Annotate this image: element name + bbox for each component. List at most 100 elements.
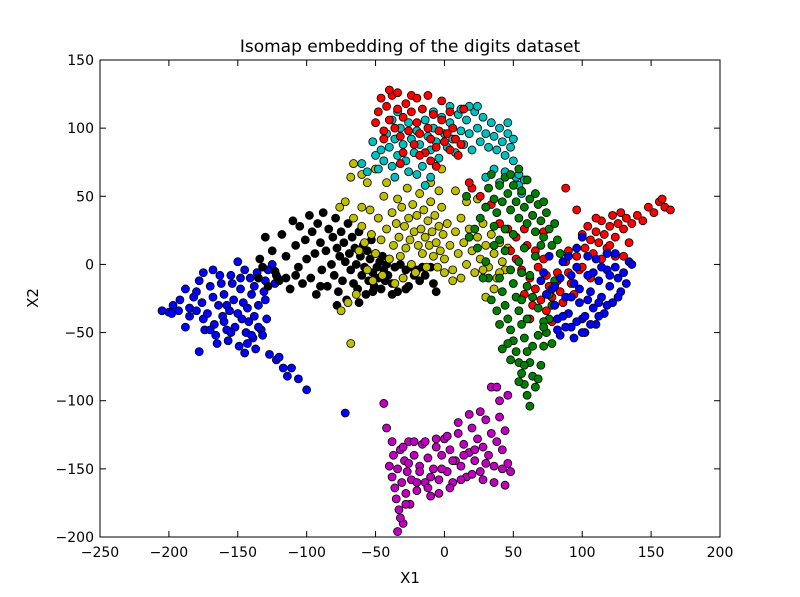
data-point-series-2 (404, 213, 414, 223)
data-point-series-5 (506, 205, 515, 215)
data-point-series-2 (433, 262, 442, 272)
data-point-series-1 (327, 260, 336, 269)
data-point-series-6 (500, 480, 510, 490)
data-point-series-6 (434, 475, 444, 485)
data-point-series-5 (497, 344, 507, 354)
data-point-series-2 (470, 268, 480, 278)
data-point-series-5 (530, 189, 540, 198)
data-point-series-4 (542, 306, 551, 316)
data-point-series-3 (486, 118, 496, 128)
data-point-series-0 (278, 363, 288, 373)
data-point-series-0 (274, 352, 284, 362)
data-point-series-4 (423, 123, 433, 133)
data-point-series-5 (489, 221, 499, 231)
data-point-series-1 (343, 219, 353, 228)
data-point-series-5 (464, 232, 474, 242)
data-point-series-4 (434, 126, 444, 136)
data-point-series-5 (478, 273, 488, 283)
data-point-series-0 (249, 281, 259, 291)
data-point-series-2 (400, 221, 409, 231)
data-point-series-0 (192, 306, 201, 316)
data-point-series-0 (240, 265, 250, 275)
data-point-series-1 (277, 230, 287, 239)
data-point-series-6 (423, 453, 433, 463)
data-point-series-6 (384, 461, 394, 471)
data-point-series-7 (572, 317, 582, 327)
data-point-series-5 (530, 227, 540, 237)
data-point-series-6 (448, 456, 458, 466)
data-point-series-4 (616, 208, 626, 218)
data-point-series-7 (588, 268, 598, 278)
data-point-series-5 (550, 219, 560, 228)
data-point-series-6 (426, 472, 436, 482)
data-point-series-4 (561, 183, 571, 193)
data-point-series-2 (453, 249, 463, 258)
data-point-series-4 (572, 205, 582, 215)
data-point-series-2 (423, 216, 433, 226)
data-point-series-4 (401, 99, 411, 109)
data-point-series-6 (489, 478, 499, 487)
y-tick-label: −200 (56, 530, 94, 546)
data-point-series-4 (426, 156, 436, 166)
data-point-series-2 (373, 213, 383, 223)
data-point-series-2 (497, 257, 507, 267)
x-tick-label: 150 (638, 545, 665, 561)
data-point-series-7 (536, 276, 546, 286)
x-axis-label: X1 (400, 569, 420, 587)
data-point-series-6 (415, 467, 425, 476)
data-point-series-7 (594, 311, 604, 321)
y-tick-label: 100 (67, 121, 94, 137)
data-point-series-3 (506, 142, 515, 152)
data-point-series-3 (357, 159, 367, 168)
data-point-series-5 (533, 330, 543, 340)
x-tick-label: −250 (81, 545, 119, 561)
data-point-series-5 (497, 197, 507, 207)
data-point-series-3 (417, 161, 427, 171)
data-point-series-5 (497, 287, 507, 297)
data-point-series-6 (398, 442, 408, 452)
data-point-series-1 (321, 246, 331, 256)
y-axis-ticks: −200 −150 −100 −50 0 50 100 150 (56, 53, 720, 546)
data-point-series-4 (415, 150, 425, 160)
data-point-series-6 (484, 450, 493, 460)
data-point-series-0 (219, 290, 229, 299)
data-point-series-1 (431, 287, 441, 297)
data-point-series-5 (528, 292, 538, 302)
data-point-series-2 (378, 270, 387, 280)
data-point-series-0 (214, 300, 223, 310)
data-point-series-5 (522, 347, 532, 357)
data-point-series-5 (506, 265, 515, 275)
data-point-series-1 (332, 243, 342, 253)
data-point-series-2 (335, 202, 345, 212)
data-point-series-7 (564, 251, 573, 261)
data-point-series-2 (478, 265, 488, 275)
data-point-series-3 (371, 150, 380, 160)
data-point-series-0 (260, 295, 270, 305)
data-point-series-2 (456, 213, 466, 223)
data-point-series-2 (413, 240, 423, 250)
data-point-series-5 (544, 224, 554, 234)
data-point-series-6 (503, 390, 513, 400)
data-point-series-7 (577, 328, 587, 337)
data-point-series-7 (583, 295, 593, 305)
data-point-series-4 (453, 150, 463, 160)
data-point-series-3 (368, 137, 378, 147)
data-point-series-4 (583, 221, 593, 231)
data-point-series-5 (514, 257, 524, 267)
data-point-series-4 (376, 93, 386, 103)
data-point-series-7 (597, 262, 606, 272)
data-point-series-4 (395, 159, 405, 168)
data-point-series-3 (481, 129, 491, 138)
data-point-series-0 (185, 311, 194, 321)
data-point-series-6 (445, 483, 455, 493)
data-point-series-4 (409, 140, 419, 149)
data-point-series-4 (591, 213, 601, 223)
data-point-series-5 (514, 306, 524, 316)
data-point-series-5 (536, 360, 546, 370)
data-point-series-5 (508, 180, 518, 190)
data-point-series-3 (434, 153, 444, 163)
data-point-series-4 (666, 205, 675, 215)
data-point-series-4 (431, 142, 441, 152)
data-point-series-6 (467, 469, 477, 479)
data-point-series-2 (412, 210, 422, 220)
